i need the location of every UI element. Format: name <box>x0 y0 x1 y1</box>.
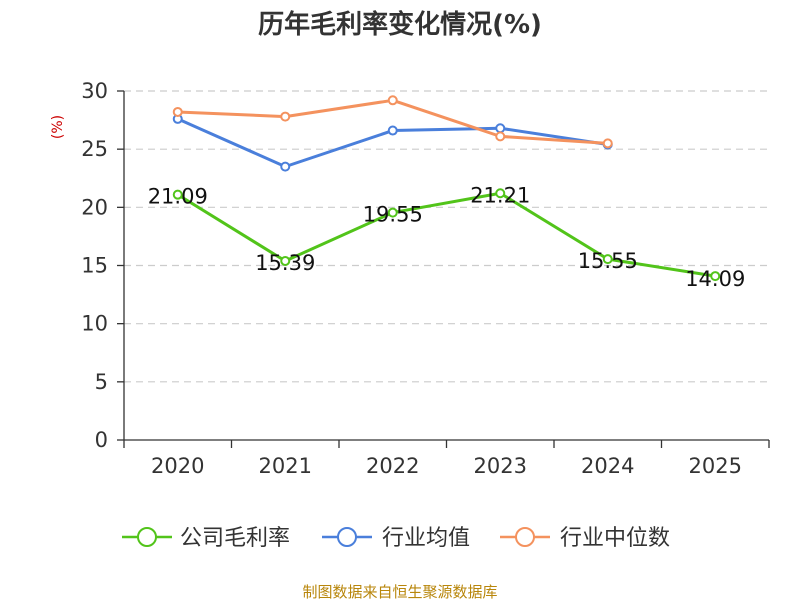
data-point <box>387 125 398 136</box>
y-tick-label: 25 <box>81 137 108 161</box>
series-0 <box>172 188 721 282</box>
data-point <box>280 161 291 172</box>
x-axis-ticks: 2020 2021 2022 2023 2024 2025 <box>123 440 770 478</box>
source-note: 制图数据来自恒生聚源数据库 <box>302 583 497 600</box>
legend-item-2[interactable]: 行业中位数 <box>500 526 670 551</box>
legend-item-1[interactable]: 行业均值 <box>322 526 470 551</box>
y-tick-label: 10 <box>81 312 108 336</box>
data-point <box>495 123 506 134</box>
series-1 <box>172 113 613 172</box>
data-point <box>495 188 506 199</box>
x-tick-label: 2020 <box>151 454 204 478</box>
data-point <box>710 271 721 282</box>
data-label: 21.21 <box>470 183 530 207</box>
series-line <box>177 98 608 145</box>
y-tick-label: 0 <box>95 428 108 452</box>
legend-label: 公司毛利率 <box>180 526 290 551</box>
y-tick-label: 15 <box>81 254 108 278</box>
data-point <box>602 254 613 265</box>
data-point <box>602 138 613 149</box>
x-tick-label: 2025 <box>689 454 742 478</box>
legend-label: 行业均值 <box>382 526 470 551</box>
y-tick-label: 20 <box>81 195 108 219</box>
legend[interactable]: 公司毛利率 行业均值 行业中位数 <box>122 526 670 551</box>
data-point <box>172 189 183 200</box>
legend-marker <box>337 527 357 547</box>
legend-marker <box>137 527 157 547</box>
x-tick-label: 2022 <box>366 454 419 478</box>
series-line <box>176 191 716 278</box>
legend-label: 行业中位数 <box>560 526 670 551</box>
data-point <box>495 131 506 142</box>
data-point <box>387 95 398 106</box>
series-group <box>172 95 721 282</box>
data-point <box>280 111 291 122</box>
y-tick-label: 30 <box>81 79 108 103</box>
x-tick-label: 2023 <box>474 454 527 478</box>
data-label: 19.55 <box>363 203 423 227</box>
data-label: 21.09 <box>148 185 208 209</box>
data-label: 15.55 <box>578 249 638 273</box>
x-tick-label: 2021 <box>259 454 312 478</box>
y-axis-unit: (%) <box>50 115 66 139</box>
y-tick-label: 5 <box>95 370 108 394</box>
data-point <box>280 255 291 266</box>
data-label: 14.09 <box>685 267 745 291</box>
data-label: 15.39 <box>255 251 315 275</box>
x-tick-label: 2024 <box>581 454 634 478</box>
legend-item-0[interactable]: 公司毛利率 <box>122 526 290 551</box>
legend-marker <box>515 527 535 547</box>
chart-title: 历年毛利率变化情况(%) <box>258 9 542 40</box>
grid-lines <box>124 90 769 383</box>
data-labels: 21.09 15.39 19.55 21.21 15.55 14.09 <box>148 183 746 291</box>
series-2 <box>172 95 613 149</box>
data-point <box>172 106 183 117</box>
y-axis-ticks: 0 5 10 15 20 25 30 <box>81 79 124 452</box>
data-point <box>387 207 398 218</box>
